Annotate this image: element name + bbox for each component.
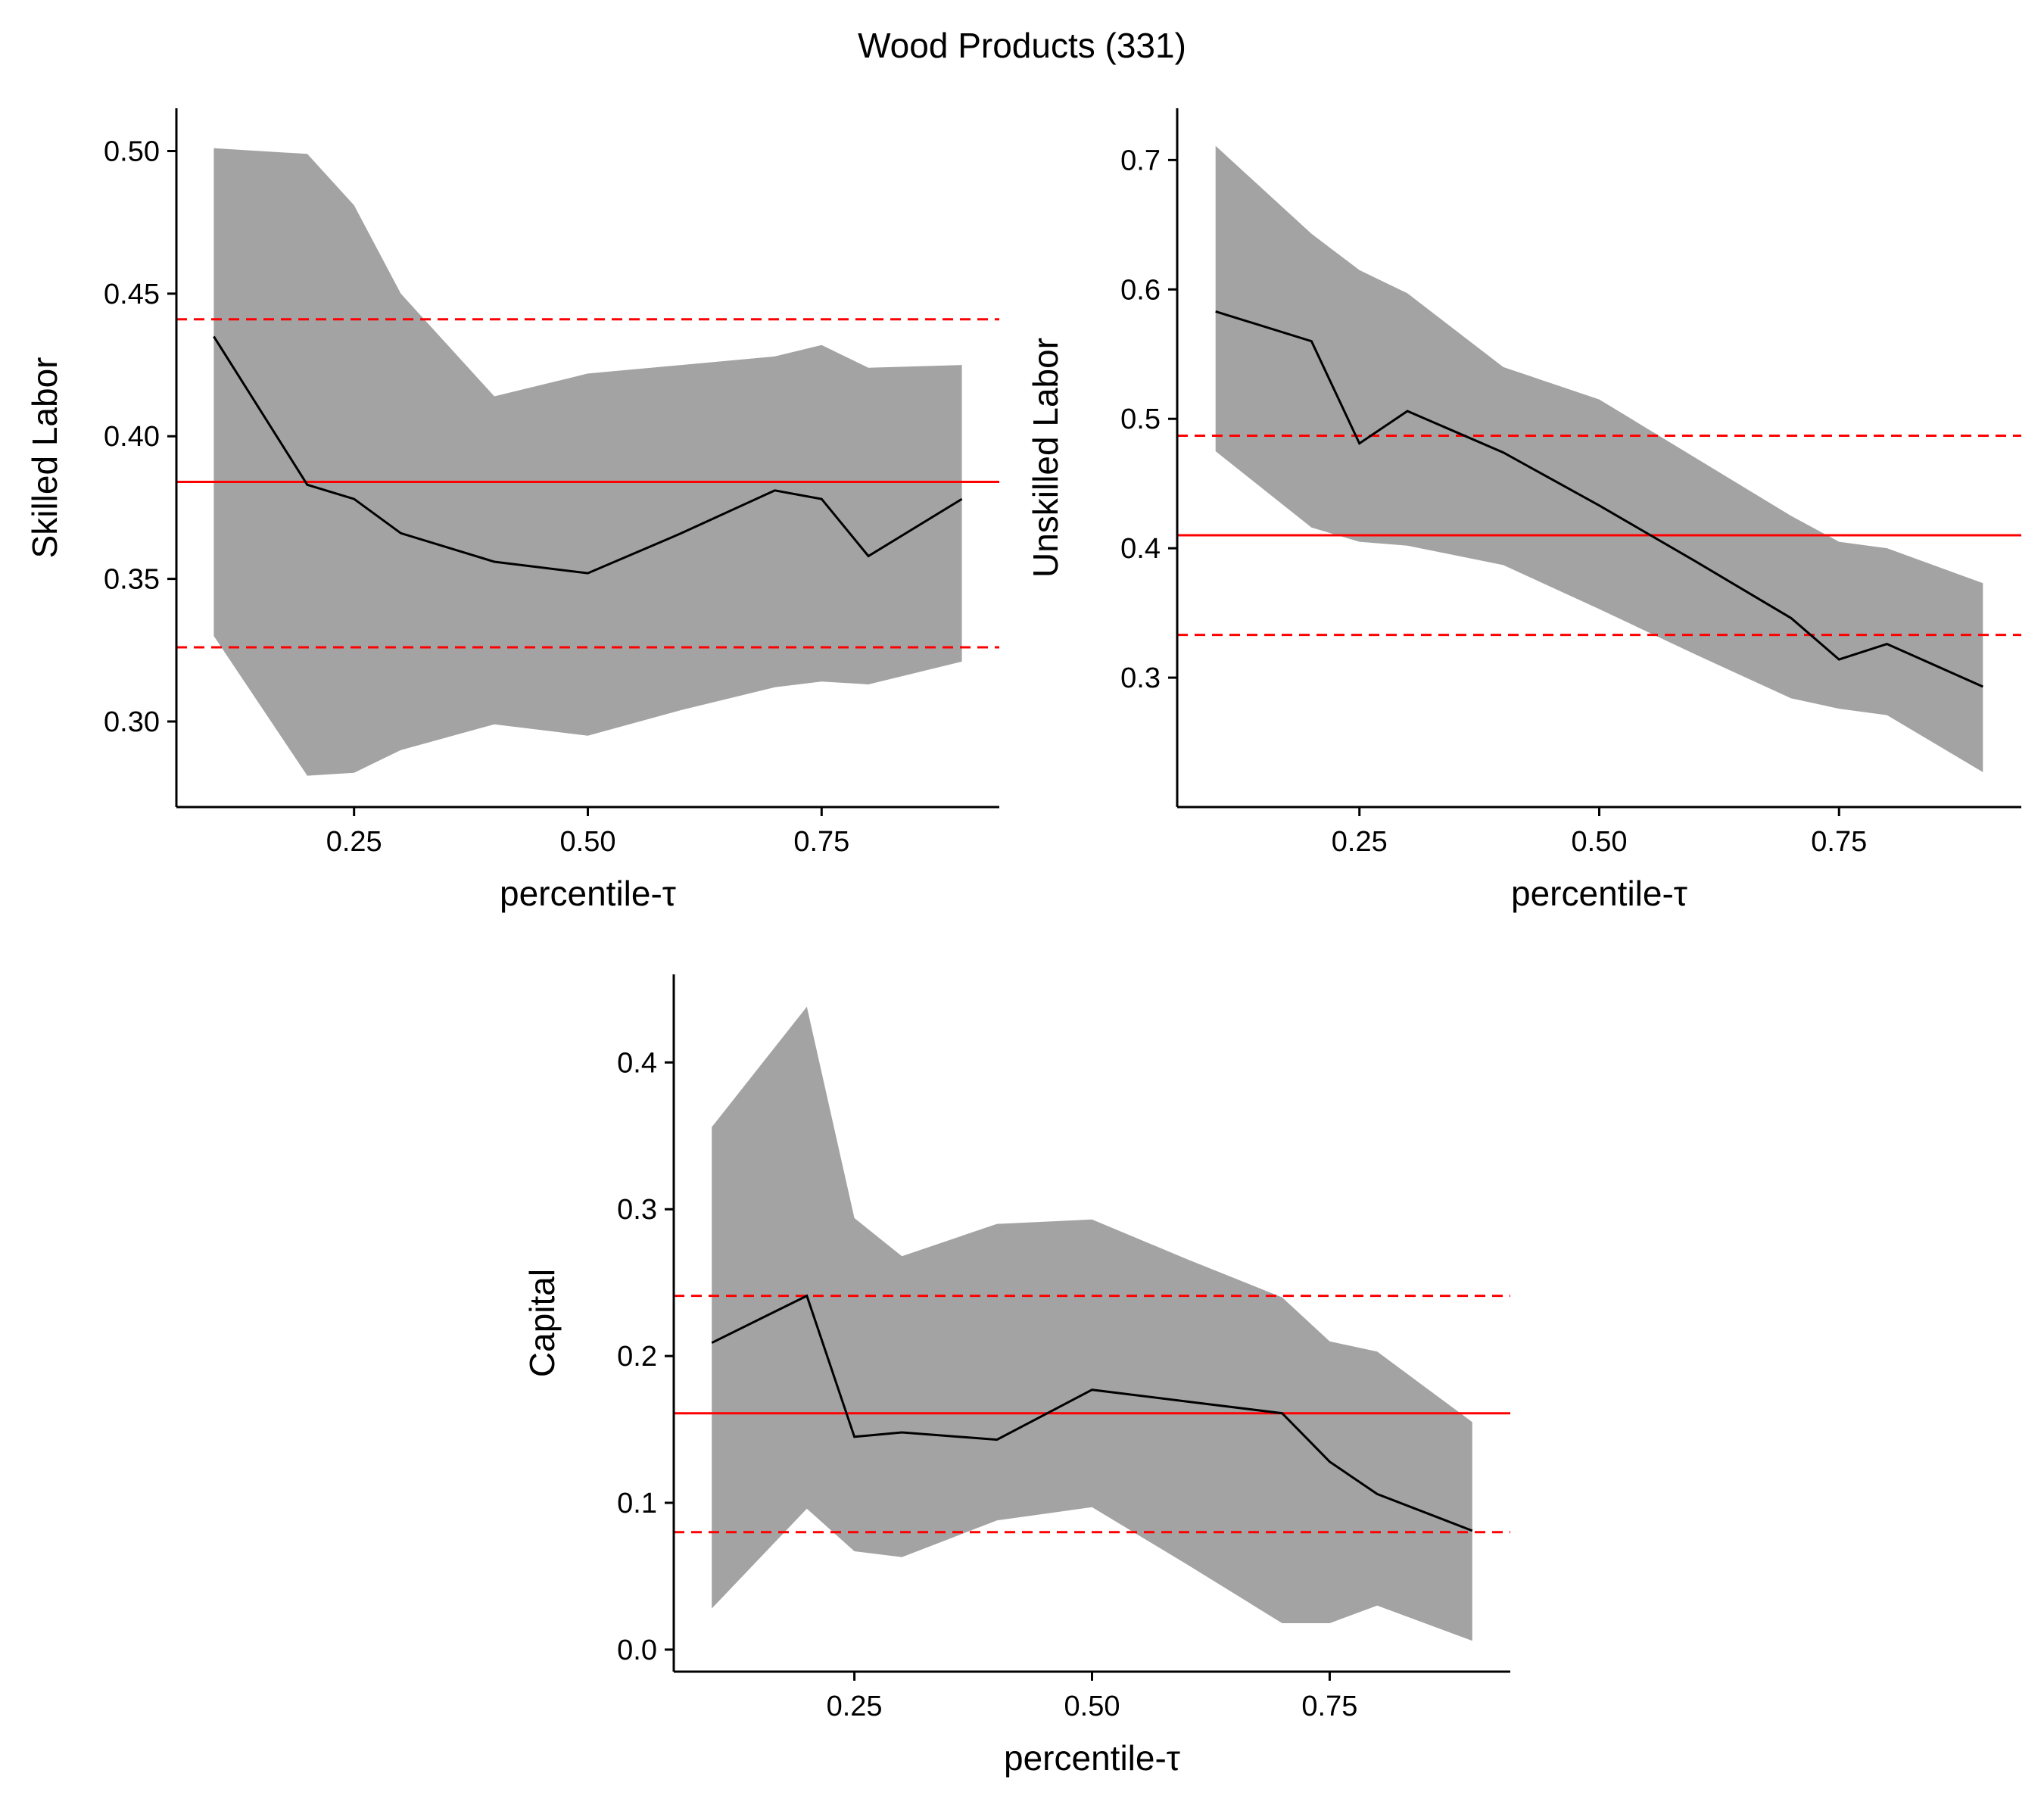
capital-x-tick-label: 0.25 [827, 1691, 883, 1722]
capital-y-tick-label: 0.2 [617, 1341, 657, 1373]
skilled-labor-confidence-band [213, 148, 962, 776]
unskilled-labor-y-tick-label: 0.5 [1120, 404, 1161, 435]
unskilled-labor-x-tick-label: 0.25 [1332, 826, 1388, 858]
figure-title: Wood Products (331) [858, 26, 1186, 65]
skilled-labor-y-axis-title: Skilled Labor [25, 357, 64, 559]
capital-x-tick-label: 0.50 [1064, 1691, 1120, 1722]
unskilled-labor-x-axis-title: percentile-τ [1511, 874, 1687, 913]
capital-y-tick-label: 0.1 [617, 1488, 657, 1519]
capital-confidence-band [712, 1006, 1472, 1641]
skilled-labor-y-tick-label: 0.50 [104, 136, 160, 168]
skilled-labor-x-tick-label: 0.25 [326, 826, 382, 858]
capital-y-tick-label: 0.3 [617, 1194, 657, 1226]
skilled-labor-x-tick-label: 0.50 [560, 826, 616, 858]
unskilled-labor-y-tick-label: 0.6 [1120, 274, 1161, 306]
skilled-labor-x-tick-label: 0.75 [793, 826, 849, 858]
skilled-labor-y-tick-label: 0.35 [104, 564, 160, 596]
skilled-labor-x-axis-title: percentile-τ [500, 874, 676, 913]
capital-x-tick-label: 0.75 [1301, 1691, 1357, 1722]
capital-panel: 0.0 0.1 0.2 0.3 0.4 0.25 0.50 0.75 percentile-τ C… [522, 974, 1510, 1778]
capital-estimate-line [711, 1294, 1473, 1532]
skilled-labor-panel: 0.30 0.35 0.40 0.45 0.50 0.25 0.50 0.75 percenti… [25, 108, 999, 913]
skilled-labor-y-tick-label: 0.30 [104, 706, 160, 738]
skilled-labor-y-tick-label: 0.40 [104, 421, 160, 453]
unskilled-labor-x-tick-label: 0.75 [1811, 826, 1867, 858]
capital-y-tick-label: 0.4 [617, 1047, 657, 1079]
unskilled-labor-estimate-line [1215, 310, 1983, 688]
unskilled-labor-y-tick-label: 0.3 [1120, 662, 1161, 694]
unskilled-labor-y-axis-title: Unskilled Labor [1026, 338, 1065, 578]
unskilled-labor-x-tick-label: 0.50 [1572, 826, 1628, 858]
capital-y-axis-title: Capital [522, 1269, 562, 1377]
unskilled-labor-panel: 0.3 0.4 0.5 0.6 0.7 0.25 0.50 0.75 percentile-τ U… [1026, 108, 2021, 913]
capital-y-tick-label: 0.0 [617, 1635, 657, 1666]
skilled-labor-y-tick-label: 0.45 [104, 279, 160, 310]
unskilled-labor-confidence-band [1215, 145, 1983, 772]
capital-x-axis-title: percentile-τ [1004, 1738, 1180, 1778]
skilled-labor-estimate-line [213, 335, 963, 575]
unskilled-labor-y-tick-label: 0.4 [1120, 533, 1161, 565]
unskilled-labor-y-tick-label: 0.7 [1120, 145, 1161, 176]
